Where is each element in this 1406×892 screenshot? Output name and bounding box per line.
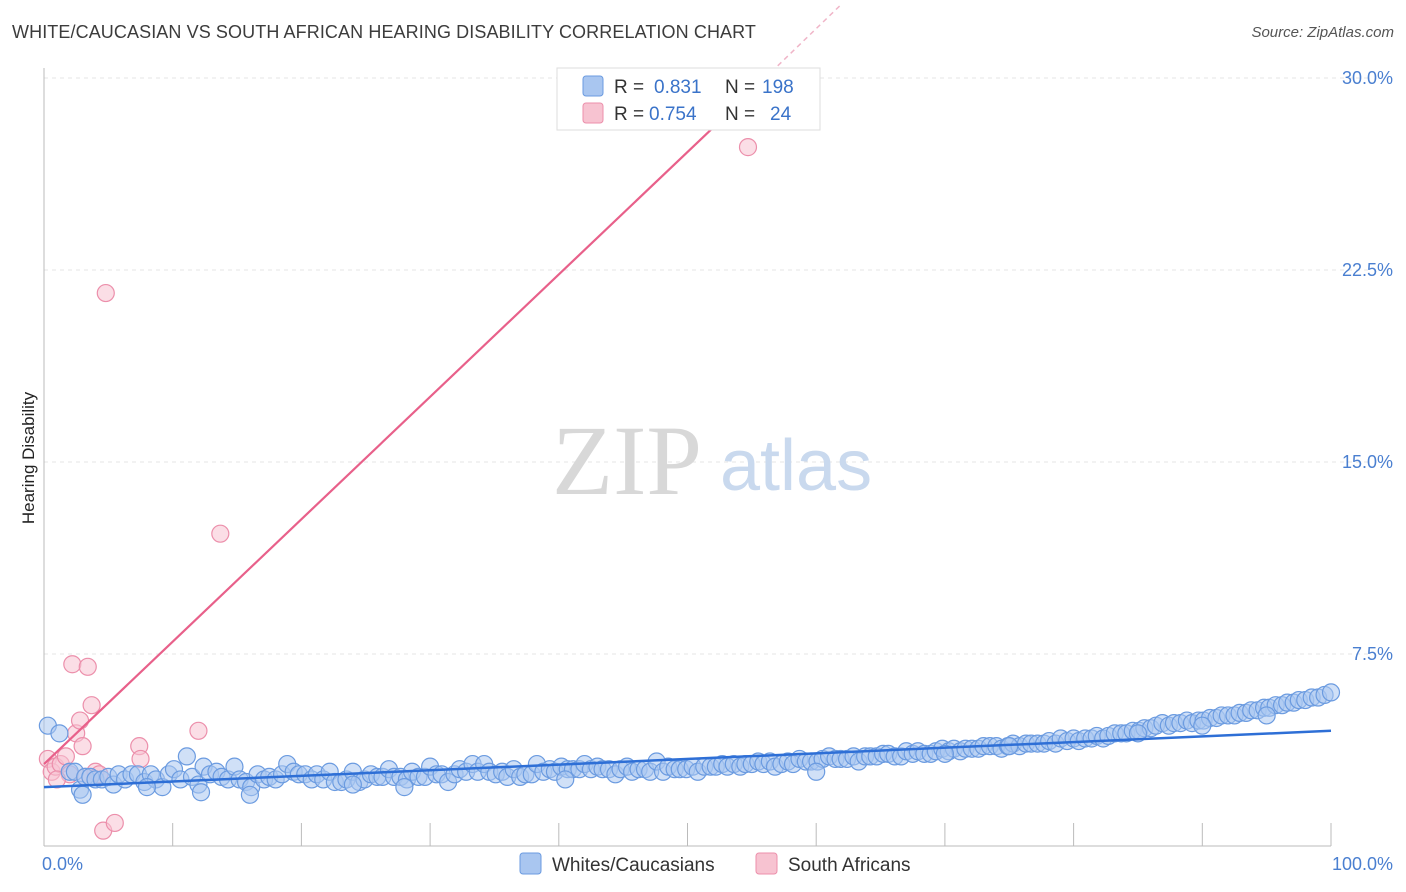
whites-point	[556, 770, 575, 789]
south-africans-trend-line	[43, 90, 753, 765]
legend-swatch-whites	[582, 75, 604, 97]
whites-point	[73, 785, 92, 804]
x-tick-labels: 0.0% 100.0%	[42, 854, 1393, 874]
whites-point	[240, 785, 260, 804]
south-africans-point	[73, 737, 92, 756]
whites-point	[395, 778, 414, 797]
whites-point	[50, 724, 69, 743]
legend-r-value-2: 0.754	[649, 104, 697, 125]
south-africans-point	[78, 657, 97, 676]
y-axis-label: Hearing Disability	[19, 391, 38, 524]
y-tick-label: 30.0%	[1342, 68, 1393, 88]
whites-point	[343, 775, 362, 794]
south-africans-point	[105, 813, 124, 833]
legend-n-label-1: N =	[725, 77, 755, 98]
bottom-legend: Whites/Caucasians South Africans	[519, 852, 911, 876]
whites-point	[1257, 706, 1276, 725]
south-africans-point	[56, 747, 75, 766]
south-africans-point	[63, 655, 82, 674]
legend-n-label-2: N =	[725, 104, 755, 125]
axes	[43, 68, 1332, 847]
legend-r-label-2: R =	[614, 104, 644, 125]
legend-r-value-1: 0.831	[654, 77, 702, 98]
y-tick-label: 7.5%	[1352, 644, 1393, 664]
bottom-legend-label-whites: Whites/Caucasians	[552, 855, 715, 876]
whites-point	[1321, 683, 1341, 702]
whites-point	[1193, 716, 1212, 735]
y-tick-labels: 7.5% 15.0% 22.5% 30.0%	[1342, 68, 1393, 664]
whites-point	[1128, 724, 1148, 743]
whites-point	[935, 744, 955, 763]
watermark-atlas: atlas	[720, 426, 872, 506]
legend-r-label-1: R =	[614, 77, 644, 98]
whites-point	[807, 762, 826, 781]
whites-point	[177, 747, 196, 766]
gridlines	[44, 77, 1368, 655]
legend: R = 0.831 N = 198 R = 0.754 N = 24	[556, 67, 821, 131]
south-africans-point	[82, 696, 101, 715]
south-africans-point	[189, 721, 208, 740]
south-africans-point	[738, 138, 758, 157]
bottom-legend-label-south-africans: South Africans	[788, 855, 911, 876]
x-tick-label: 100.0%	[1332, 854, 1393, 874]
y-tick-label: 15.0%	[1342, 452, 1393, 472]
whites-point	[191, 783, 211, 802]
chart-source: Source: ZipAtlas.com	[1251, 24, 1394, 41]
legend-n-value-2: 24	[770, 104, 792, 125]
south-africans-point	[211, 524, 230, 543]
whites-trend-line	[43, 729, 1332, 789]
legend-swatch-south-africans	[582, 102, 604, 124]
watermark: ZIP atlas	[552, 405, 872, 516]
south-africans-point	[131, 749, 150, 769]
y-tick-label: 22.5%	[1342, 260, 1393, 280]
watermark-zip: ZIP	[552, 405, 702, 516]
legend-n-value-1: 198	[762, 77, 794, 98]
south-africans-point	[96, 283, 115, 303]
x-tick-label: 0.0%	[42, 854, 83, 874]
south-africans-point	[70, 711, 90, 730]
whites-series	[38, 683, 1341, 804]
chart-title: WHITE/CAUCASIAN VS SOUTH AFRICAN HEARING…	[12, 22, 757, 42]
bottom-legend-swatch-whites	[519, 852, 542, 875]
bottom-legend-swatch-south-africans	[755, 852, 778, 875]
